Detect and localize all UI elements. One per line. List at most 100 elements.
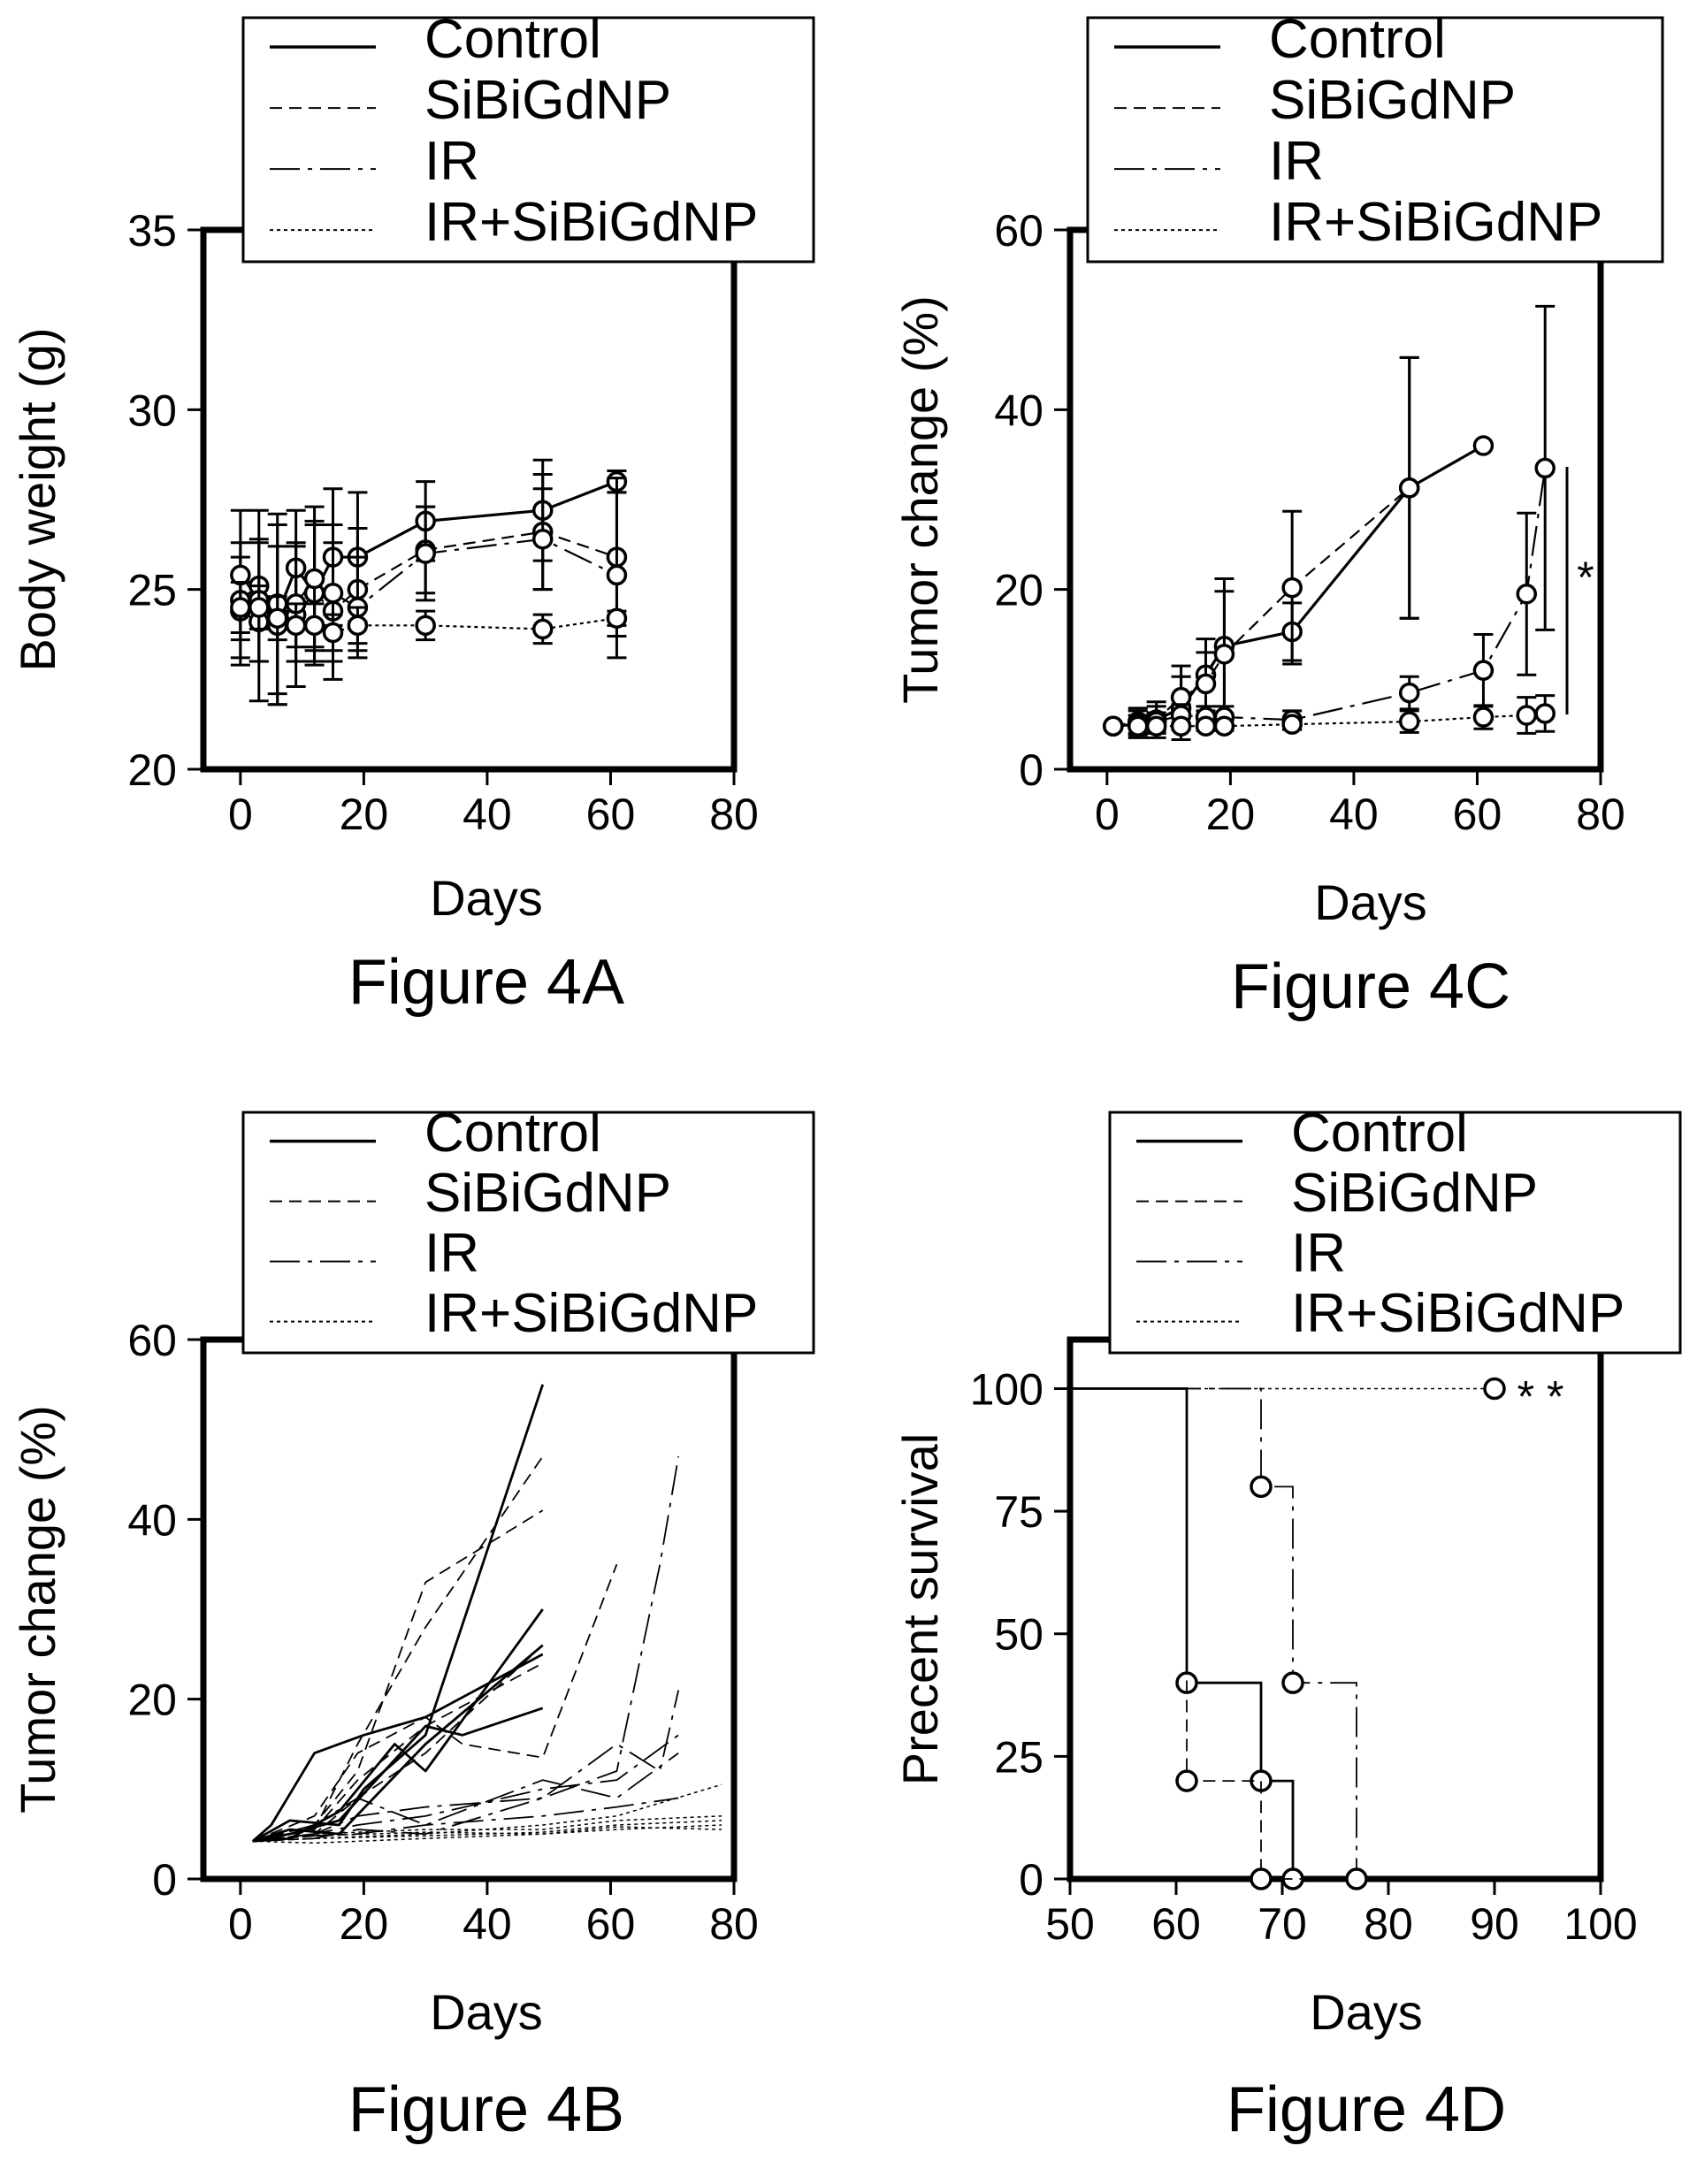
legend-box	[241, 1111, 815, 1355]
data-point-marker	[531, 618, 554, 640]
x-tick-label: 60	[1151, 1899, 1201, 1949]
y-tick-label: 25	[994, 1732, 1043, 1782]
data-point-marker	[1472, 706, 1494, 728]
data-point-marker	[1250, 1867, 1273, 1890]
data-point-marker	[1170, 715, 1192, 737]
data-point-marker	[1145, 715, 1167, 737]
y-axis-label: Precent survival	[892, 1433, 948, 1785]
x-tick-label: 50	[1045, 1899, 1095, 1949]
data-point-marker	[285, 615, 307, 637]
x-tick-label: 40	[1329, 790, 1379, 839]
significance-marker: *	[1577, 553, 1594, 602]
x-tick-label: 90	[1470, 1899, 1519, 1949]
data-layer	[230, 458, 628, 706]
x-axis-label: Days	[430, 870, 543, 926]
plot-frame	[1066, 226, 1604, 773]
x-tick-label: 40	[462, 1899, 512, 1949]
x-tick-label: 40	[462, 790, 512, 839]
y-tick-label: 50	[994, 1610, 1043, 1660]
legend-label-ir-sibigdnp: IR+SiBiGdNP	[424, 1283, 758, 1344]
legend-label-ir-sibigdnp: IR+SiBiGdNP	[424, 192, 758, 253]
individual-curve	[251, 1653, 544, 1843]
x-tick-label: 0	[1095, 790, 1120, 839]
data-point-marker	[1127, 715, 1149, 737]
series-control	[1103, 355, 1494, 741]
series-sibigdnp	[1103, 355, 1420, 737]
series-ir	[1070, 1387, 1601, 1890]
data-point-marker	[1281, 714, 1303, 735]
y-axis-label: Body weight (g)	[10, 327, 65, 671]
survival-step-line	[1070, 1387, 1601, 1880]
chart-4a: 0 20 40 60 80 20 25 30 35 Days Body weight (g) Figu…	[10, 9, 815, 1018]
plot-frame	[200, 226, 738, 773]
legend-label-sibigdnp: SiBiGdNP	[424, 1163, 671, 1224]
legend-label-ir: IR	[424, 131, 479, 192]
legend-label-ir: IR	[1291, 1223, 1346, 1284]
data-point-marker	[1345, 1867, 1368, 1890]
individual-curve	[252, 1752, 679, 1843]
y-tick-label: 0	[1019, 745, 1043, 795]
legend-label-control: Control	[424, 1103, 601, 1164]
data-point-marker	[1195, 715, 1217, 737]
legend-box	[241, 16, 815, 263]
data-layer	[1070, 1377, 1601, 1890]
series-ir	[1103, 304, 1556, 737]
legend-label-ir-sibigdnp: IR+SiBiGdNP	[1269, 192, 1602, 253]
data-point-marker	[347, 615, 369, 637]
series-ir-sibigdnp	[252, 1783, 722, 1844]
x-tick-label: 100	[1563, 1899, 1637, 1949]
series-ir	[252, 1456, 680, 1843]
series-line	[239, 538, 617, 628]
y-tick-label: 30	[127, 386, 177, 435]
data-point-marker	[322, 622, 344, 644]
legend-label-sibigdnp: SiBiGdNP	[1269, 70, 1516, 131]
data-point-marker	[1534, 703, 1556, 724]
series-line	[1112, 468, 1547, 728]
x-axis-label: Days	[1310, 1984, 1423, 2040]
legend-label-ir: IR	[1269, 131, 1324, 192]
data-point-marker	[322, 582, 344, 604]
figure-caption: Figure 4C	[1231, 951, 1510, 1022]
x-tick-label: 80	[709, 1899, 759, 1949]
data-point-marker	[415, 543, 436, 564]
x-tick-label: 60	[586, 1899, 636, 1949]
x-tick-label: 80	[709, 790, 759, 839]
series-sibigdnp	[230, 473, 628, 703]
x-tick-label: 60	[1453, 790, 1502, 839]
series-control	[251, 1384, 545, 1843]
legend-box	[1086, 16, 1664, 263]
data-point-marker	[1398, 711, 1420, 732]
legend-label-sibigdnp: SiBiGdNP	[424, 70, 671, 131]
data-point-marker	[1213, 715, 1235, 737]
survival-step-line	[1070, 1387, 1601, 1881]
y-tick-label: 100	[970, 1364, 1043, 1414]
individual-curve	[252, 1563, 618, 1843]
y-tick-label: 20	[994, 566, 1043, 615]
figure-caption: Figure 4A	[348, 947, 624, 1018]
individual-curve	[252, 1509, 544, 1843]
x-tick-label: 20	[340, 790, 389, 839]
data-point-marker	[1175, 1769, 1198, 1792]
data-point-marker	[303, 568, 325, 590]
series-ir-sibigdnp	[230, 581, 628, 653]
y-tick-label: 25	[127, 566, 177, 615]
individual-curve	[252, 1644, 544, 1843]
data-point-marker	[1250, 1475, 1273, 1499]
data-point-marker	[606, 564, 628, 586]
series-line	[1112, 486, 1410, 728]
data-point-marker	[1472, 435, 1494, 456]
y-tick-label: 60	[127, 1316, 177, 1365]
series-ir-sibigdnp	[1103, 694, 1556, 737]
y-tick-label: 0	[152, 1855, 177, 1905]
legend-label-sibigdnp: SiBiGdNP	[1291, 1163, 1538, 1224]
legend-label-control: Control	[1291, 1103, 1468, 1164]
data-point-marker	[1398, 682, 1420, 704]
y-tick-label: 75	[994, 1487, 1043, 1537]
data-point-marker	[1103, 715, 1124, 737]
chart-4d: 50 60 70 80 90 100 0 25 50 75 100 Days Precent survi…	[892, 1103, 1682, 2145]
y-tick-label: 40	[994, 386, 1043, 435]
data-point-marker	[1472, 660, 1494, 681]
y-axis-label: Tumor change (%)	[892, 295, 948, 704]
